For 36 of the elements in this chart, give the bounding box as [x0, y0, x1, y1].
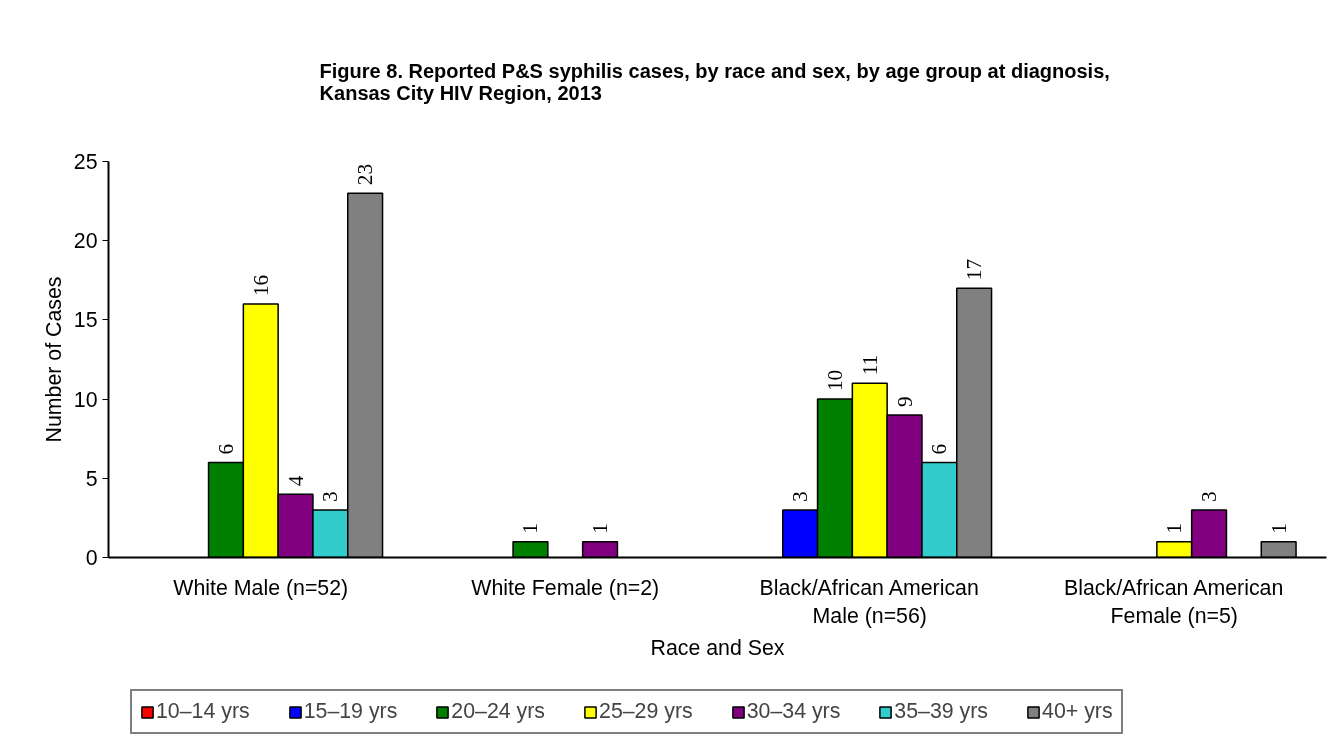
data-label: 1 [588, 522, 613, 534]
data-label: 3 [318, 491, 343, 502]
y-tick-label: 25 [73, 150, 98, 174]
data-label: 1 [1162, 522, 1187, 534]
data-label: 1 [1266, 522, 1291, 534]
legend-label: 40+ yrs [1042, 699, 1113, 724]
chart-title: Figure 8. Reported P&S syphilis cases, by race and sex, by age group at diagnosis, Kansas City HIV Region, 2013 [319, 60, 1110, 104]
data-label: 4 [283, 475, 308, 487]
x-tick-label: Black/African American Female (n=5) [1064, 575, 1284, 629]
data-label: 3 [1197, 491, 1222, 502]
y-tick-label: 15 [73, 308, 98, 333]
data-label: 3 [788, 491, 813, 502]
legend-label: 25–29 yrs [599, 699, 693, 724]
y-tick-label: 20 [73, 229, 98, 254]
y-tick-label: 5 [85, 466, 98, 491]
y-tick-label: 10 [73, 387, 98, 412]
x-tick-label: Black/African American Male (n=56) [759, 575, 979, 629]
data-label: 17 [962, 258, 987, 281]
data-label: 9 [892, 396, 917, 407]
legend-label: 10–14 yrs [156, 699, 250, 724]
data-label: 16 [248, 274, 273, 297]
data-label: 11 [857, 354, 882, 376]
legend-label: 20–24 yrs [451, 699, 546, 724]
data-label: 10 [822, 369, 847, 392]
y-tick-label: 0 [85, 546, 98, 570]
data-label: 1 [518, 522, 543, 534]
data-label: 6 [927, 443, 952, 455]
legend-label: 30–34 yrs [746, 699, 841, 724]
legend-label: 35–39 yrs [894, 699, 989, 724]
y-axis-title: Number of Cases [41, 276, 66, 443]
x-axis-title: Race and Sex [650, 636, 785, 661]
data-label: 23 [353, 163, 378, 186]
legend-label: 15–19 yrs [303, 699, 398, 724]
x-tick-label: White Male (n=52) [173, 575, 349, 600]
data-label: 6 [213, 443, 238, 455]
x-tick-label: White Female (n=2) [471, 575, 660, 600]
